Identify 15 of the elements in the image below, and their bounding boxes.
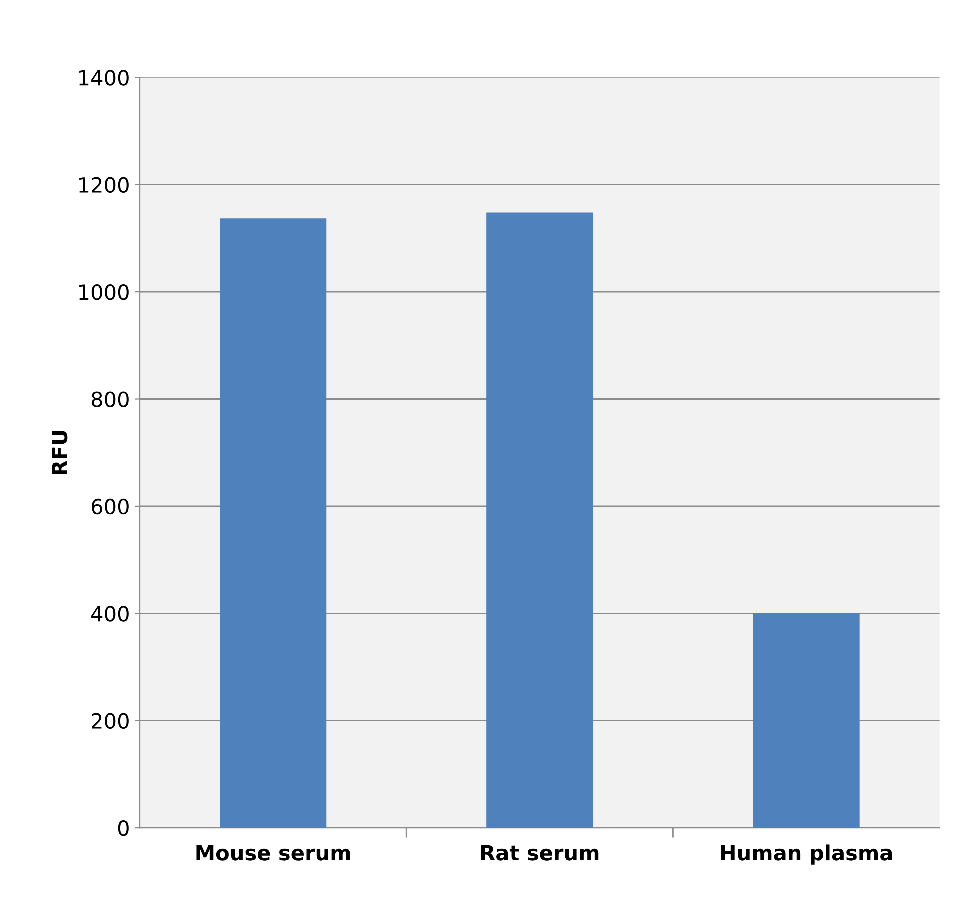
y-tick-label: 400 [92, 606, 129, 622]
y-tick-label: 600 [92, 498, 129, 515]
x-tick-label: Rat serum [482, 845, 599, 861]
y-tick-label: 800 [92, 392, 129, 408]
x-tick-label: Human plasma [721, 844, 892, 865]
y-tick-label: 0 [118, 820, 129, 836]
bar [753, 613, 860, 828]
y-tick-label: 1000 [80, 284, 129, 300]
y-axis-title: RFU [52, 431, 68, 475]
x-tick-label: Mouse serum [196, 845, 350, 861]
y-tick-label: 1400 [80, 70, 129, 86]
bar [486, 212, 594, 828]
y-tick-label: 200 [92, 713, 129, 730]
y-tick-label: 1200 [80, 177, 129, 194]
bar [220, 218, 327, 828]
